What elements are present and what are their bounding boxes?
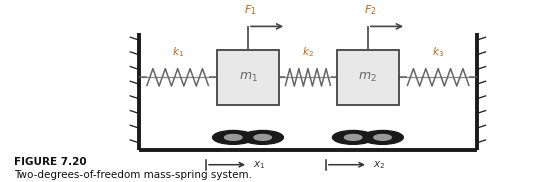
- Text: Two-degrees-of-freedom mass-spring system.: Two-degrees-of-freedom mass-spring syste…: [14, 170, 252, 180]
- Circle shape: [344, 134, 362, 140]
- Circle shape: [332, 130, 374, 144]
- Text: $F_1$: $F_1$: [244, 3, 257, 17]
- Circle shape: [225, 134, 242, 140]
- Text: $m_2$: $m_2$: [359, 71, 377, 84]
- Circle shape: [242, 130, 283, 144]
- Circle shape: [374, 134, 391, 140]
- Bar: [337, 50, 399, 105]
- Circle shape: [362, 130, 403, 144]
- Circle shape: [254, 134, 271, 140]
- Text: $F_2$: $F_2$: [364, 3, 377, 17]
- Text: $k_3$: $k_3$: [432, 45, 444, 59]
- Circle shape: [213, 130, 254, 144]
- Text: FIGURE 7.20: FIGURE 7.20: [14, 157, 86, 167]
- Text: $k_1$: $k_1$: [172, 45, 184, 59]
- Text: $k_2$: $k_2$: [302, 45, 314, 59]
- Text: $m_1$: $m_1$: [239, 71, 257, 84]
- Bar: [217, 50, 280, 105]
- Text: $x_1$: $x_1$: [253, 159, 266, 171]
- Text: $x_2$: $x_2$: [373, 159, 385, 171]
